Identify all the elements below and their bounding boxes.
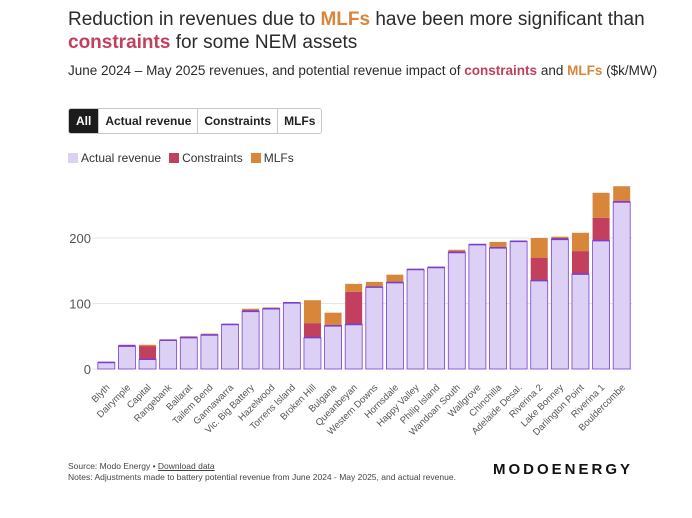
bar-actual [118, 345, 136, 370]
subtitle-part-2: and [537, 63, 568, 78]
subtitle-mlfs: MLFs [567, 63, 603, 78]
legend-item-mlfs: MLFs [250, 151, 294, 165]
bar-actual [303, 337, 322, 370]
legend-swatch-constraints [169, 153, 180, 163]
bar-mlfs [324, 312, 342, 326]
bar-actual [612, 201, 631, 370]
chart-subtitle: June 2024 – May 2025 revenues, and poten… [68, 62, 678, 80]
title-mlfs: MLFs [320, 9, 371, 30]
source-text: Source: Modo Energy • [68, 461, 158, 471]
bar-constraints [571, 251, 589, 275]
bar-mlfs [262, 307, 280, 309]
bar-mlfs [303, 300, 321, 324]
title-part-2: have been more significant than [370, 9, 645, 30]
chart-legend: Actual revenue Constraints MLFs [68, 151, 302, 165]
brand-logo: MODOENERGY [493, 461, 634, 478]
bar-actual [221, 324, 239, 370]
bar-chart: 0100200BlythDalrympleCapitalRangebankBal… [69, 186, 632, 438]
tab-all[interactable]: All [69, 109, 100, 133]
bar-mlfs [200, 333, 218, 335]
y-tick-label: 0 [84, 362, 91, 377]
bar-actual [550, 238, 569, 370]
bar-mlfs [489, 241, 507, 248]
bar-actual [509, 240, 528, 370]
bar-actual [386, 282, 404, 370]
bar-actual [571, 273, 590, 370]
bar-actual [159, 339, 178, 370]
bar-actual [489, 247, 507, 370]
bar-actual [365, 286, 384, 370]
notes-text: Notes: Adjustments made to battery poten… [68, 472, 456, 482]
tab-actual-revenue[interactable]: Actual revenue [99, 109, 199, 133]
bar-actual [138, 358, 157, 370]
bar-actual [200, 334, 219, 370]
legend-label-constraints: Constraints [182, 151, 243, 165]
bar-mlfs [551, 236, 569, 238]
bar-mlfs [571, 232, 589, 252]
title-constraints: constraints [68, 32, 171, 53]
bar-actual [179, 337, 198, 370]
download-data-link[interactable]: Download data [157, 461, 215, 471]
bar-actual [530, 280, 549, 370]
bar-mlfs [180, 336, 198, 337]
bar-actual [427, 267, 446, 370]
title-part-1: Reduction in revenues due to [68, 9, 321, 30]
bar-actual [344, 324, 363, 370]
y-tick-label: 200 [69, 231, 91, 246]
tab-mlfs[interactable]: MLFs [278, 109, 322, 133]
legend-label-actual: Actual revenue [81, 151, 162, 165]
bar-mlfs [592, 192, 610, 218]
subtitle-part-1: June 2024 – May 2025 revenues, and poten… [68, 63, 465, 78]
legend-item-constraints: Constraints [169, 151, 243, 165]
bar-actual [97, 362, 116, 370]
bar-mlfs [613, 186, 631, 201]
legend-swatch-actual [68, 153, 78, 163]
chart-title: Reduction in revenues due to MLFs have b… [68, 8, 678, 54]
chart-footer: Source: Modo Energy • Download data Note… [68, 461, 456, 483]
tab-constraints[interactable]: Constraints [198, 109, 279, 133]
legend-label-mlfs: MLFs [263, 151, 294, 165]
bar-actual [406, 269, 425, 370]
title-part-3: for some NEM assets [170, 32, 358, 53]
bar-mlfs [345, 283, 363, 292]
bar-actual [241, 310, 260, 370]
source-line: Source: Modo Energy • Download data [68, 461, 456, 472]
bar-constraints [139, 346, 157, 360]
legend-item-actual: Actual revenue [68, 151, 161, 165]
bar-actual [262, 308, 281, 370]
filter-tabs: All Actual revenue Constraints MLFs [68, 108, 323, 134]
bar-actual [282, 302, 301, 370]
bar-actual [324, 325, 342, 370]
bar-actual [468, 244, 487, 370]
bar-constraints [592, 217, 610, 241]
bar-constraints [530, 257, 548, 281]
bar-actual [447, 252, 466, 370]
bar-mlfs [242, 308, 260, 311]
bar-actual [592, 240, 610, 370]
legend-swatch-mlfs [250, 153, 261, 163]
y-tick-label: 100 [69, 297, 91, 312]
bar-constraints [303, 323, 321, 338]
bar-mlfs [365, 281, 383, 288]
bar-mlfs [530, 238, 548, 258]
bar-mlfs [386, 274, 404, 283]
bar-mlfs [448, 249, 466, 252]
bar-mlfs [139, 344, 157, 347]
subtitle-constraints: constraints [464, 63, 538, 78]
bar-constraints [345, 291, 363, 325]
subtitle-part-3: ($k/MW) [602, 63, 658, 78]
